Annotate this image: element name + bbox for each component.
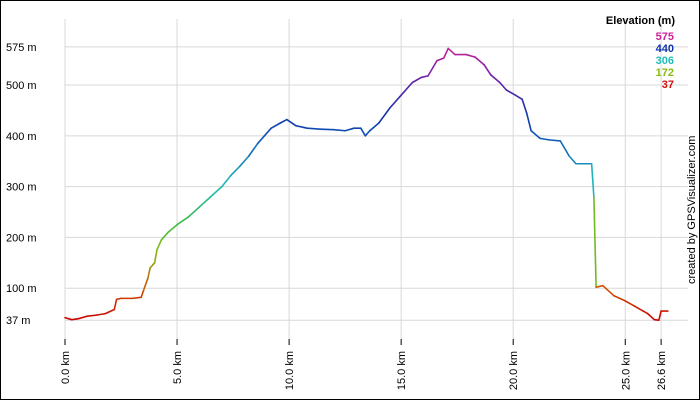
credit-text: created by GPSVisualizer.com	[686, 136, 698, 284]
elevation-segment	[319, 128, 335, 131]
y-tick-label: 100 m	[6, 283, 37, 295]
legend-title: Elevation (m)	[606, 15, 675, 27]
y-tick-label: 500 m	[6, 80, 37, 92]
legend-item: 37	[662, 79, 674, 91]
elevation-segment	[247, 142, 259, 157]
grid-layer	[64, 19, 688, 339]
x-tick-label: 20.0 km	[508, 351, 520, 390]
y-tick-label: 200 m	[6, 232, 37, 244]
elevation-segment	[95, 312, 107, 316]
elevation-segment	[642, 310, 649, 315]
elevation-segment	[360, 127, 367, 137]
elevation-segment	[568, 155, 577, 165]
elevation-segment	[131, 296, 142, 300]
elevation-segment	[436, 57, 445, 62]
x-tick-label: 25.0 km	[620, 351, 632, 390]
elevation-segment	[70, 317, 80, 321]
elevation-segment	[658, 310, 662, 322]
elevation-segment	[483, 63, 492, 76]
y-tick-label: 575 m	[6, 42, 37, 54]
elevation-segment	[344, 127, 355, 132]
x-tick-label: 5.0 km	[172, 351, 184, 384]
elevation-segment	[263, 127, 272, 137]
elevation-segment	[156, 239, 163, 251]
elevation-segment	[525, 112, 532, 132]
elevation-segment	[187, 206, 201, 218]
y-axis-ticks: 37 m 100 m 200 m 300 m 400 m 500 m 575 m	[6, 42, 37, 327]
elevation-segment	[548, 139, 562, 142]
elevation-segment	[333, 128, 346, 132]
elevation-segment	[447, 47, 456, 56]
elevation-line	[64, 47, 669, 322]
elevation-segment	[77, 315, 89, 320]
elevation-segment	[489, 74, 501, 84]
elevation-segment	[221, 174, 232, 188]
elevation-segment	[377, 107, 391, 124]
elevation-segment	[198, 195, 212, 208]
elevation-segment	[593, 195, 597, 288]
elevation-segment	[142, 277, 149, 292]
elevation-segment	[427, 59, 438, 77]
x-tick-label: 10.0 km	[284, 351, 296, 390]
elevation-segment	[559, 140, 571, 157]
legend-item: 306	[656, 55, 674, 67]
elevation-segment	[256, 135, 266, 145]
elevation-segment	[160, 231, 169, 241]
elevation-segment	[113, 298, 118, 311]
elevation-segment	[230, 165, 241, 177]
elevation-segment	[514, 94, 523, 101]
x-tick-label: 15.0 km	[396, 351, 408, 390]
elevation-segment	[364, 129, 371, 137]
elevation-segment	[104, 308, 116, 315]
elevation-segment	[530, 129, 541, 140]
elevation-segment	[595, 284, 604, 288]
x-tick-label: 26.6 km	[656, 351, 668, 390]
elevation-segment	[505, 89, 517, 96]
elevation-segment	[442, 47, 450, 59]
elevation-segment	[140, 289, 145, 299]
elevation-segment	[411, 76, 423, 84]
legend-item: 172	[656, 67, 674, 79]
elevation-segment	[590, 162, 595, 198]
y-tick-label: 400 m	[6, 131, 37, 143]
elevation-segment	[368, 122, 380, 132]
elevation-segment	[539, 137, 550, 141]
legend-item: 440	[656, 43, 674, 55]
elevation-segment	[633, 305, 644, 312]
legend-item: 575	[656, 31, 674, 43]
elevation-segment	[389, 94, 402, 109]
elevation-segment	[279, 118, 288, 124]
elevation-segment	[521, 98, 528, 114]
y-tick-label: 300 m	[6, 182, 37, 194]
y-tick-label: 37 m	[6, 315, 30, 327]
elevation-segment	[238, 155, 250, 168]
elevation-segment	[474, 56, 485, 66]
elevation-segment	[624, 300, 636, 307]
x-tick-label: 0.0 km	[60, 351, 72, 384]
elevation-segment	[465, 53, 476, 58]
elevation-segment	[209, 185, 223, 198]
elevation-segment	[498, 81, 508, 91]
elevation-segment	[153, 249, 158, 264]
elevation-segment	[420, 75, 429, 79]
elevation-segment	[149, 262, 156, 269]
elevation-segment	[176, 216, 190, 226]
elevation-segment	[400, 81, 414, 96]
elevation-segment	[295, 124, 308, 130]
elevation-segment	[613, 295, 627, 302]
elevation-segment	[147, 267, 151, 279]
elevation-segment	[270, 122, 281, 130]
elevation-segment	[64, 316, 73, 321]
elevation-segment	[167, 223, 178, 234]
x-axis-ticks: 0.0 km 5.0 km 10.0 km 15.0 km 20.0 km 25.0 km…	[60, 339, 668, 390]
elevation-segment	[286, 118, 297, 127]
elevation-segment	[602, 284, 615, 297]
elevation-segment	[306, 127, 322, 131]
elevation-segment	[86, 314, 98, 317]
elevation-segment	[646, 312, 656, 321]
